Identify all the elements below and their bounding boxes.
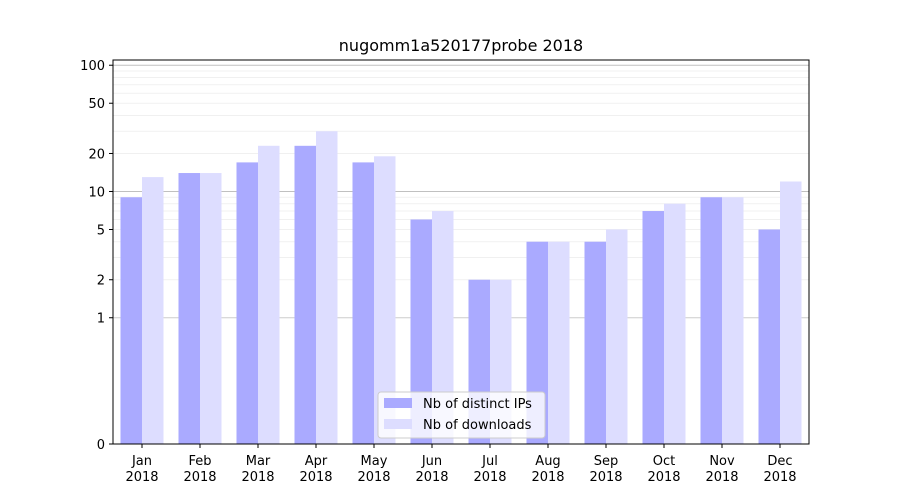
bar-downloads (606, 229, 628, 444)
x-tick-label-year: 2018 (531, 470, 564, 485)
x-tick-label-year: 2018 (357, 470, 390, 485)
bar-downloads (258, 145, 280, 444)
x-tick-label-year: 2018 (647, 470, 680, 485)
bar-downloads (316, 131, 338, 444)
chart-title: nugomm1a520177probe 2018 (339, 36, 583, 55)
legend-swatch (384, 398, 412, 408)
bar-distinct-ips (178, 173, 200, 444)
x-tick-label-month: Mar (246, 454, 271, 469)
x-tick-label: May 2018 (357, 454, 390, 485)
legend-box (377, 391, 546, 439)
bar-distinct-ips (120, 197, 142, 444)
plot-frame (112, 59, 810, 445)
legend-swatch (384, 419, 412, 429)
x-tick-label-year: 2018 (589, 470, 622, 485)
x-tick-label: Apr 2018 (299, 454, 332, 485)
y-tick-label: 50 (88, 97, 105, 112)
legend: Nb of distinct IPs Nb of downloads (377, 391, 546, 439)
x-tick-label-month: Nov (709, 454, 735, 469)
y-tick-label: 100 (80, 59, 105, 74)
x-tick-label-month: Dec (767, 454, 792, 469)
bars (120, 131, 802, 445)
x-tick-label: Jul 2018 (473, 454, 506, 485)
x-tick-label: Aug 2018 (531, 454, 564, 485)
x-tick-label-month: Jan (131, 454, 152, 469)
y-axis: 0 1 2 5 10 20 50 100 (80, 59, 113, 453)
bar-distinct-ips (410, 219, 432, 444)
y-tick-label: 0 (97, 438, 105, 453)
y-tick-label: 20 (88, 147, 105, 162)
bar-downloads (664, 203, 686, 444)
x-tick-label: Feb 2018 (183, 454, 216, 485)
x-tick-label: Sep 2018 (589, 454, 622, 485)
bar-downloads (142, 177, 164, 445)
bar-distinct-ips (236, 162, 258, 444)
y-tick-label: 10 (88, 185, 105, 200)
legend-label: Nb of downloads (423, 418, 532, 433)
bar-downloads (780, 181, 802, 444)
bar-distinct-ips (758, 229, 780, 444)
bar-distinct-ips (294, 145, 316, 444)
bar-distinct-ips (700, 197, 722, 444)
x-tick-label-month: Sep (594, 454, 619, 469)
x-tick-label: Jun 2018 (415, 454, 448, 485)
x-tick-label-year: 2018 (415, 470, 448, 485)
x-tick-label: Mar 2018 (241, 454, 274, 485)
bar-downloads (374, 156, 396, 444)
x-tick-label: Dec 2018 (763, 454, 796, 485)
x-tick-label-year: 2018 (241, 470, 274, 485)
bar-distinct-ips (352, 162, 374, 444)
y-tick-label: 5 (97, 223, 105, 238)
x-tick-label-year: 2018 (705, 470, 738, 485)
bar-downloads (200, 173, 222, 444)
y-tick-label: 1 (97, 312, 105, 327)
x-tick-label-year: 2018 (763, 470, 796, 485)
x-tick-label-month: Apr (305, 454, 328, 469)
x-tick-label-month: Aug (535, 454, 560, 469)
x-tick-label-month: Oct (653, 454, 675, 469)
x-tick-label: Jan 2018 (125, 454, 158, 485)
bar-distinct-ips (584, 241, 606, 444)
grid-lines (113, 64, 809, 319)
x-tick-label-month: Jul (481, 454, 498, 469)
x-tick-label-year: 2018 (473, 470, 506, 485)
legend-label: Nb of distinct IPs (423, 397, 532, 412)
y-tick-label: 2 (97, 274, 105, 289)
x-tick-label-year: 2018 (183, 470, 216, 485)
bar-downloads (548, 241, 570, 444)
x-tick-label-month: Jun (421, 454, 442, 469)
x-tick-label: Oct 2018 (647, 454, 680, 485)
bar-distinct-ips (642, 211, 664, 444)
bar-downloads (722, 197, 744, 444)
x-tick-label-month: May (361, 454, 388, 469)
bar-downloads (432, 211, 454, 444)
x-tick-label-month: Feb (188, 454, 211, 469)
x-tick-label-year: 2018 (125, 470, 158, 485)
x-tick-label: Nov 2018 (705, 454, 738, 485)
x-tick-label-year: 2018 (299, 470, 332, 485)
